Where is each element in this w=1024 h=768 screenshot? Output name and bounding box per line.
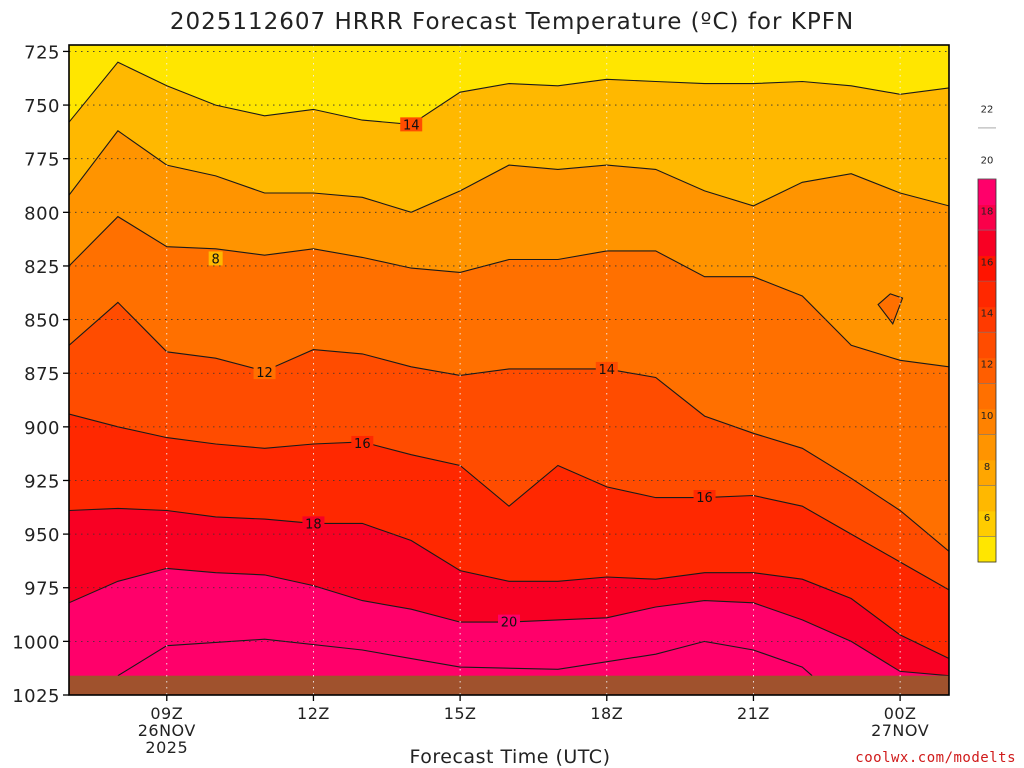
contour-label: 16 [696, 491, 713, 506]
colorbar-swatch [978, 459, 996, 486]
contour-label-bg [400, 117, 423, 132]
plot-clip-group: 8 12 14 14 16 16 18 20 [69, 45, 949, 695]
colorbar-tick-label: 22 [981, 104, 994, 115]
colorbar-swatch [978, 536, 996, 563]
isotherm-line [69, 301, 949, 552]
colorbar-swatch [978, 357, 996, 384]
contour-label-bg [351, 435, 374, 450]
y-tick-label: 750 [24, 96, 60, 117]
colorbar-tick-label: 12 [981, 360, 994, 371]
temperature-band [69, 45, 446, 61]
x-tick-label: 00Z [884, 704, 917, 723]
isotherm-line [69, 61, 949, 125]
colorbar-tick-label: 16 [981, 258, 994, 269]
colorbar-tick-label: 14 [981, 309, 994, 320]
x-tick-label: 15Z [444, 704, 477, 723]
colorbar-swatch [978, 408, 996, 435]
x-tick-label: 12Z [297, 704, 330, 723]
isotherm-line [69, 215, 949, 368]
contour-label-bg [253, 365, 276, 380]
plot-area: 8 12 14 14 16 16 18 20 [69, 45, 949, 695]
colorbar-swatch [978, 255, 996, 282]
colorbar-swatch [978, 510, 996, 537]
y-tick-label: 725 [24, 42, 60, 63]
y-tick-label: 1000 [12, 632, 60, 653]
colorbar-swatch [978, 306, 996, 333]
colorbar-tick-label: 8 [984, 462, 990, 473]
contour-label-bg [595, 361, 618, 376]
x-axis-label: Forecast Time (UTC) [410, 746, 611, 768]
credit-text: coolwx.com/modelts [855, 750, 1016, 766]
x-tick-label: 2025 [145, 738, 188, 757]
contour-label: 16 [354, 437, 371, 452]
colorbar-swatch [978, 230, 996, 257]
contour-label: 8 [212, 252, 220, 267]
isotherm-line [69, 507, 949, 659]
colorbar-swatch [978, 332, 996, 359]
x-tick-label: 18Z [590, 704, 623, 723]
colorbar-tick-label: 20 [981, 155, 994, 166]
x-tick-label: 21Z [737, 704, 770, 723]
y-tick-label: 825 [24, 257, 60, 278]
colorbar: 6 8 10 12 14 16 18 20 22 [977, 104, 997, 563]
colorbar-swatch [978, 383, 996, 410]
colorbar-swatch [978, 281, 996, 308]
isotherm-line [69, 413, 949, 591]
y-tick-label: 800 [24, 203, 60, 224]
colorbar-swatch [978, 434, 996, 461]
contour-label-bg [693, 489, 716, 504]
x-tick-label: 27NOV [871, 721, 929, 740]
contour-label: 18 [305, 517, 322, 532]
colorbar-swatch [978, 179, 996, 206]
y-tick-label: 875 [24, 364, 60, 385]
y-tick-label: 925 [24, 471, 60, 492]
contour-label-bg [302, 516, 325, 531]
contour-label: 12 [256, 366, 273, 381]
temperature-band [117, 639, 813, 676]
x-tick-label: 09Z [150, 704, 183, 723]
contour-label: 14 [599, 363, 616, 378]
contour-label-bg [208, 251, 223, 266]
axes: 725 750 775 800 825 850 875 900 925 950 975 1000 102… [12, 42, 950, 757]
y-tick-label: 1025 [12, 686, 60, 707]
contour-label: 20 [501, 616, 518, 631]
colorbar-swatch [978, 204, 996, 231]
isotherm-line [69, 130, 949, 213]
x-tick-label: 26NOV [138, 721, 196, 740]
chart-title: 2025112607 HRRR Forecast Temperature (ºC… [170, 9, 854, 35]
colorbar-tick-label: 6 [984, 513, 990, 524]
y-tick-label: 950 [24, 525, 60, 546]
ground-surface [69, 675, 949, 695]
colorbar-tick-label: 18 [981, 207, 994, 218]
y-tick-label: 900 [24, 418, 60, 439]
colorbar-swatch [978, 485, 996, 512]
contour-label: 14 [403, 118, 420, 133]
colorbar-tick-label: 10 [981, 411, 994, 422]
y-tick-label: 775 [24, 150, 60, 171]
contour-label-bg [498, 614, 520, 629]
y-tick-label: 975 [24, 579, 60, 600]
y-tick-label: 850 [24, 311, 60, 332]
plot-frame [68, 44, 950, 696]
isotherm-line [877, 293, 904, 326]
